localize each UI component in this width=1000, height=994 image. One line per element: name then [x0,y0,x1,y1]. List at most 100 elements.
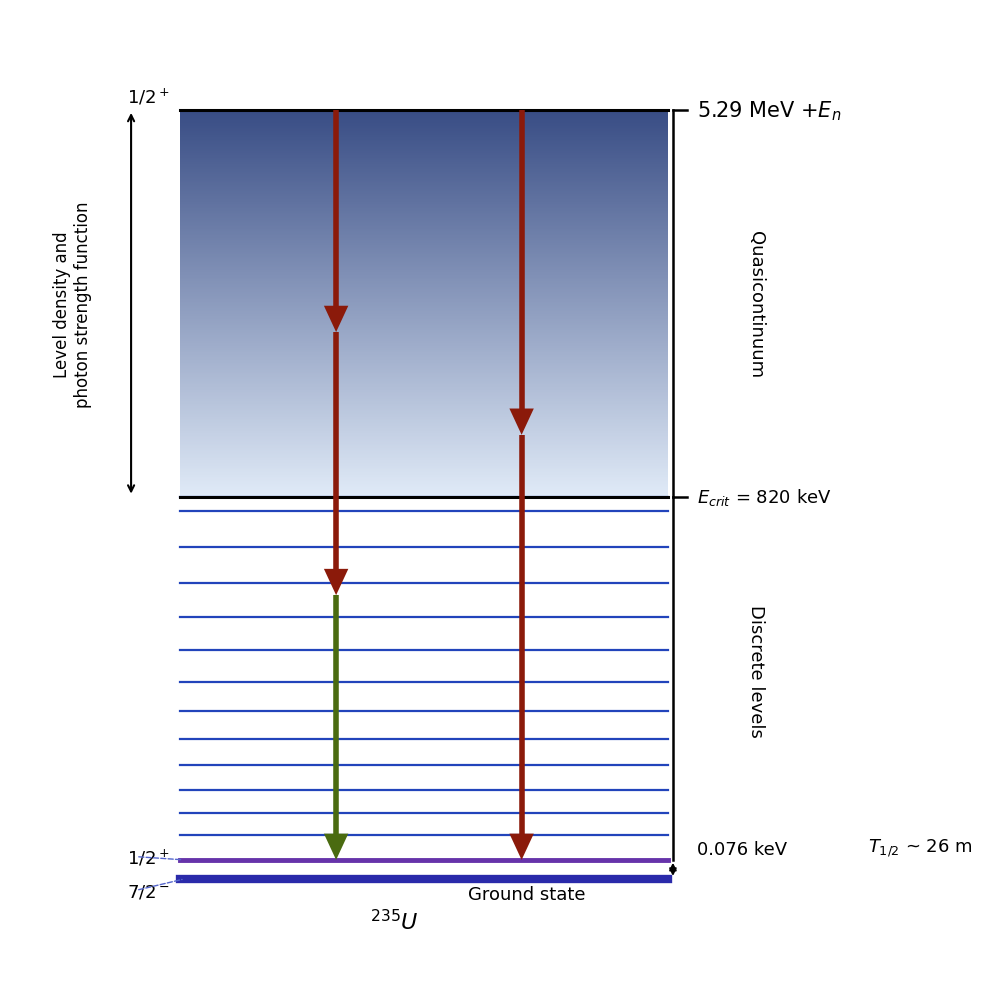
Bar [180,448,668,449]
Bar [180,170,668,171]
Bar [180,201,668,203]
Bar [180,402,668,403]
Bar [180,344,668,345]
Bar [180,348,668,349]
Bar [180,361,668,362]
Bar [180,169,668,170]
Bar [180,411,668,413]
Text: $1/2^+$: $1/2^+$ [127,86,170,106]
Bar [180,431,668,432]
Bar [180,193,668,195]
Bar [180,476,668,478]
Bar [180,164,668,165]
FancyArrow shape [509,410,534,435]
Bar [180,337,668,339]
Bar [180,479,668,480]
Bar [180,191,668,192]
Text: $^{235}U$: $^{235}U$ [370,908,419,933]
Bar [180,203,668,204]
Bar [180,256,668,257]
Bar [180,192,668,193]
Bar [180,209,668,210]
Bar [180,308,668,309]
Bar [180,148,668,149]
Text: Quasicontinuum: Quasicontinuum [747,231,765,378]
Bar [180,262,668,264]
Bar [180,325,668,326]
Bar [180,166,668,168]
Bar [180,437,668,439]
Bar [180,340,668,341]
Bar [180,212,668,213]
Bar [180,290,668,291]
Bar [180,173,668,174]
Bar [180,331,668,332]
Bar [180,474,668,475]
Bar [180,146,668,147]
Bar [180,111,668,112]
Bar [180,445,668,447]
Bar [180,160,668,161]
Bar [180,394,668,396]
Bar [180,372,668,374]
Bar [180,281,668,282]
Bar [180,403,668,405]
Bar [180,303,668,304]
Bar [180,261,668,262]
Bar [180,323,668,325]
Bar [180,264,668,265]
Bar [180,467,668,469]
Bar [180,326,668,327]
Bar [180,478,668,479]
Bar [180,142,668,143]
Bar [180,214,668,215]
Bar [180,234,668,235]
Bar [180,217,668,218]
Bar [180,400,668,401]
Bar [180,457,668,458]
Bar [180,469,668,470]
Bar [180,257,668,258]
Bar [180,282,668,283]
Text: $E_{crit}$ = 820 keV: $E_{crit}$ = 820 keV [697,486,832,508]
Bar [180,243,668,244]
Bar [180,230,668,231]
Bar [180,165,668,166]
Bar [180,279,668,281]
Bar [180,321,668,322]
Bar [180,112,668,113]
Bar [180,120,668,121]
Bar [180,249,668,251]
Bar [180,135,668,137]
Bar [180,488,668,489]
Bar [180,423,668,425]
Text: Ground state: Ground state [468,886,585,904]
Bar [180,407,668,409]
Bar [180,301,668,303]
Bar [180,117,668,118]
Bar [180,328,668,330]
Bar [180,274,668,275]
Bar [180,270,668,271]
Bar [180,345,668,347]
Bar [180,426,668,427]
Bar [180,362,668,363]
Bar [180,237,668,239]
Bar [180,113,668,114]
Bar [180,225,668,226]
Bar [180,151,668,152]
Bar [180,350,668,352]
Bar [180,358,668,359]
Bar [180,184,668,186]
Bar [180,428,668,430]
Bar [180,392,668,393]
Bar [180,174,668,175]
Bar [180,378,668,379]
Bar [180,365,668,366]
Bar [180,287,668,288]
Bar [180,190,668,191]
Bar [180,265,668,266]
Bar [180,200,668,201]
Bar [180,269,668,270]
Bar [180,247,668,248]
